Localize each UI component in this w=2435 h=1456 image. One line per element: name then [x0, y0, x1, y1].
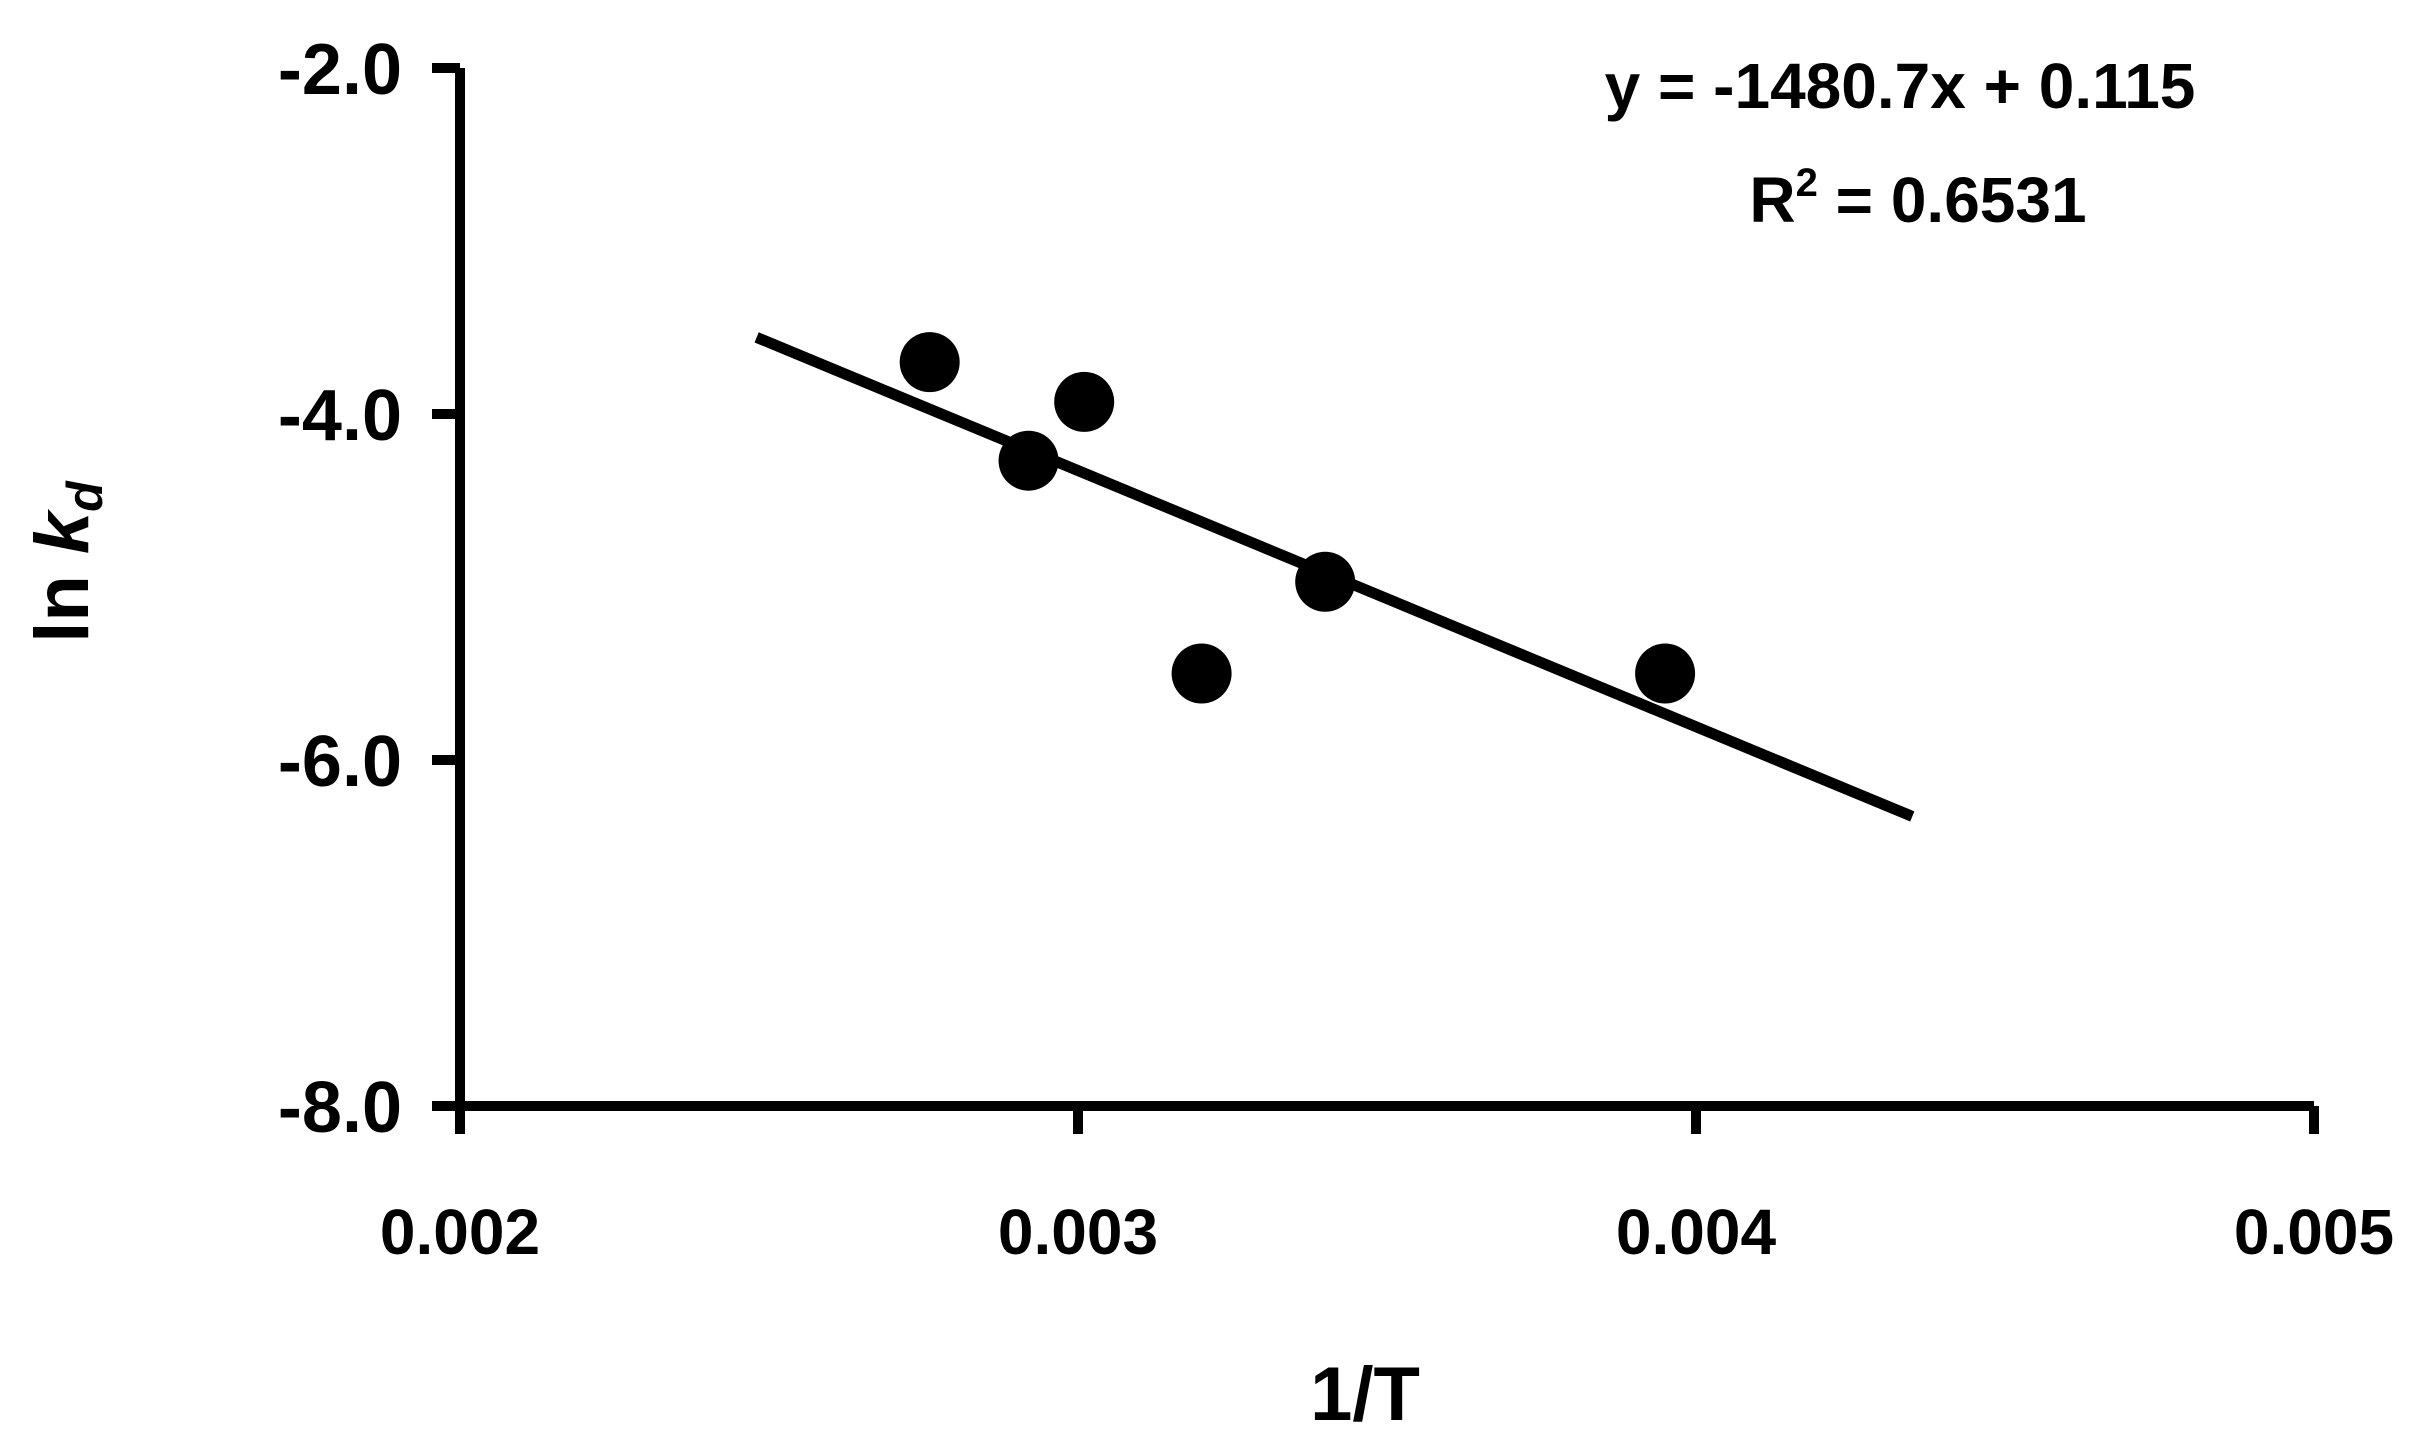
- data-points: [899, 332, 1696, 704]
- x-tick-label: 0.002: [380, 1196, 540, 1268]
- axes: [455, 68, 2314, 1111]
- scatter-point: [1295, 551, 1356, 612]
- y-axis-title-subscript: d: [57, 480, 113, 512]
- scatter-point: [1171, 643, 1232, 704]
- x-tick-label: 0.003: [998, 1196, 1158, 1268]
- y-tick-label: -4.0: [278, 376, 402, 456]
- x-tick-label: 0.004: [1616, 1196, 1777, 1268]
- r-squared-label: R2 = 0.6531: [1749, 161, 2086, 236]
- y-axis-title: ln kd: [20, 480, 113, 643]
- scatter-point: [998, 430, 1059, 491]
- scatter-point: [1054, 371, 1115, 432]
- axis-ticks: -2.0 -4.0 -6.0 -8.0 0.002 0.003 0.004 0.005: [278, 30, 2394, 1268]
- r-squared-value: = 0.6531: [1818, 164, 2087, 236]
- y-tick-label: -6.0: [278, 722, 402, 802]
- scatter-point: [899, 332, 960, 393]
- x-tick-label: 0.005: [2234, 1196, 2394, 1268]
- chart-labels: 1/T ln kd y = -1480.7x + 0.115 R2 = 0.65…: [20, 50, 2195, 1437]
- y-tick-label: -8.0: [278, 1068, 402, 1148]
- y-axis-title-main: ln: [20, 554, 105, 643]
- x-axis-title: 1/T: [1310, 1352, 1420, 1437]
- y-tick-label: -2.0: [278, 30, 402, 110]
- trendline-equation: y = -1480.7x + 0.115: [1605, 50, 2196, 122]
- scatter-point: [1635, 643, 1696, 704]
- y-axis-title-italic: k: [20, 508, 105, 554]
- r-squared-prefix: R: [1749, 164, 1795, 236]
- r-squared-superscript: 2: [1796, 161, 1818, 205]
